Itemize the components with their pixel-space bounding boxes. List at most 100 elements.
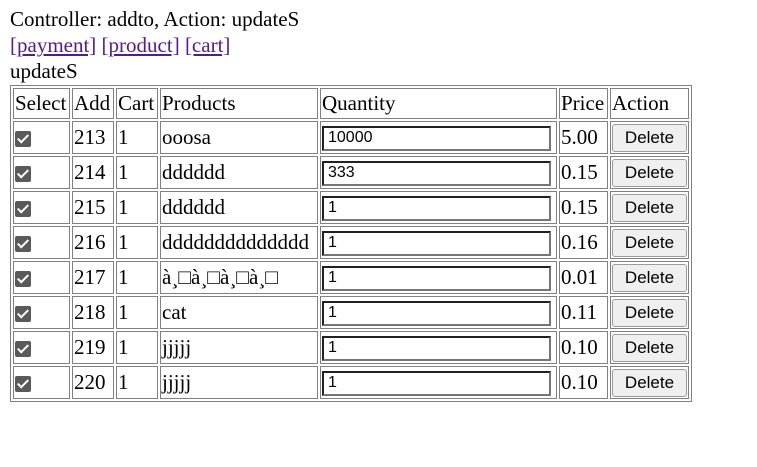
col-quantity: Quantity bbox=[320, 88, 557, 119]
page-content: Controller: addto, Action: updateS [paym… bbox=[10, 6, 692, 402]
action-cell: Delete bbox=[610, 296, 689, 329]
cart-cell: 1 bbox=[116, 331, 158, 364]
delete-button[interactable]: Delete bbox=[612, 368, 687, 397]
cart-table: Select Add Cart Products Quantity Price … bbox=[10, 85, 692, 402]
select-checkbox[interactable] bbox=[15, 341, 31, 358]
select-checkbox[interactable] bbox=[15, 376, 31, 393]
select-checkbox[interactable] bbox=[15, 236, 31, 253]
quantity-cell bbox=[320, 226, 557, 259]
add-cell: 213 bbox=[72, 121, 114, 154]
add-cell: 220 bbox=[72, 366, 114, 399]
price-cell: 0.10 bbox=[559, 331, 608, 364]
price-cell: 0.15 bbox=[559, 191, 608, 224]
col-products: Products bbox=[160, 88, 318, 119]
product-link[interactable]: [product] bbox=[101, 33, 180, 57]
select-checkbox[interactable] bbox=[15, 271, 31, 288]
quantity-input[interactable] bbox=[322, 335, 551, 361]
action-cell: Delete bbox=[610, 331, 689, 364]
price-cell: 0.11 bbox=[559, 296, 608, 329]
add-cell: 219 bbox=[72, 331, 114, 364]
cart-cell: 1 bbox=[116, 191, 158, 224]
product-cell: jjjjj bbox=[160, 366, 318, 399]
product-cell: ooosa bbox=[160, 121, 318, 154]
delete-button[interactable]: Delete bbox=[612, 158, 687, 187]
action-label: updateS bbox=[10, 59, 78, 83]
product-cell: dddddd bbox=[160, 156, 318, 189]
action-cell: Delete bbox=[610, 226, 689, 259]
quantity-input[interactable] bbox=[322, 160, 551, 186]
quantity-cell bbox=[320, 121, 557, 154]
product-cell: jjjjj bbox=[160, 331, 318, 364]
product-cell: cat bbox=[160, 296, 318, 329]
delete-button[interactable]: Delete bbox=[612, 263, 687, 292]
quantity-cell bbox=[320, 366, 557, 399]
payment-link[interactable]: [payment] bbox=[10, 33, 97, 57]
select-checkbox[interactable] bbox=[15, 131, 31, 148]
add-cell: 218 bbox=[72, 296, 114, 329]
action-cell: Delete bbox=[610, 261, 689, 294]
quantity-cell bbox=[320, 191, 557, 224]
select-checkbox[interactable] bbox=[15, 166, 31, 183]
select-checkbox[interactable] bbox=[15, 201, 31, 218]
delete-button[interactable]: Delete bbox=[612, 193, 687, 222]
add-cell: 216 bbox=[72, 226, 114, 259]
product-name: à¸□à¸□à¸□à¸□ bbox=[162, 265, 278, 289]
quantity-cell bbox=[320, 331, 557, 364]
price-cell: 0.15 bbox=[559, 156, 608, 189]
cart-cell: 1 bbox=[116, 366, 158, 399]
select-cell bbox=[13, 191, 70, 224]
select-cell bbox=[13, 296, 70, 329]
col-cart: Cart bbox=[116, 88, 158, 119]
select-checkbox[interactable] bbox=[15, 306, 31, 323]
quantity-input[interactable] bbox=[322, 230, 551, 256]
quantity-cell bbox=[320, 296, 557, 329]
select-cell bbox=[13, 261, 70, 294]
product-name: cat bbox=[162, 300, 187, 324]
product-name: jjjjj bbox=[162, 335, 192, 359]
add-cell: 215 bbox=[72, 191, 114, 224]
delete-button[interactable]: Delete bbox=[612, 123, 687, 152]
quantity-input[interactable] bbox=[322, 195, 551, 221]
product-name: dddddddddddddd bbox=[162, 230, 309, 254]
product-cell: dddddddddddddd bbox=[160, 226, 318, 259]
select-cell bbox=[13, 331, 70, 364]
cart-link[interactable]: [cart] bbox=[184, 33, 231, 57]
select-cell bbox=[13, 121, 70, 154]
select-cell bbox=[13, 156, 70, 189]
col-action: Action bbox=[610, 88, 689, 119]
price-cell: 0.16 bbox=[559, 226, 608, 259]
quantity-input[interactable] bbox=[322, 125, 551, 151]
quantity-cell bbox=[320, 156, 557, 189]
product-cell: dddddd bbox=[160, 191, 318, 224]
cart-cell: 1 bbox=[116, 261, 158, 294]
cart-cell: 1 bbox=[116, 121, 158, 154]
price-cell: 0.01 bbox=[559, 261, 608, 294]
price-cell: 5.00 bbox=[559, 121, 608, 154]
delete-button[interactable]: Delete bbox=[612, 333, 687, 362]
quantity-input[interactable] bbox=[322, 265, 551, 291]
quantity-input[interactable] bbox=[322, 300, 551, 326]
cart-cell: 1 bbox=[116, 156, 158, 189]
action-cell: Delete bbox=[610, 366, 689, 399]
action-cell: Delete bbox=[610, 191, 689, 224]
controller-line: Controller: addto, Action: updateS bbox=[10, 7, 300, 31]
col-price: Price bbox=[559, 88, 608, 119]
quantity-input[interactable] bbox=[322, 370, 551, 396]
col-add: Add bbox=[72, 88, 114, 119]
add-cell: 214 bbox=[72, 156, 114, 189]
cart-cell: 1 bbox=[116, 296, 158, 329]
delete-button[interactable]: Delete bbox=[612, 228, 687, 257]
product-name: ooosa bbox=[162, 125, 211, 149]
product-name: dddddd bbox=[162, 195, 225, 219]
product-name: dddddd bbox=[162, 160, 225, 184]
nav-links: [payment] [product] [cart] bbox=[10, 32, 692, 58]
action-cell: Delete bbox=[610, 121, 689, 154]
delete-button[interactable]: Delete bbox=[612, 298, 687, 327]
